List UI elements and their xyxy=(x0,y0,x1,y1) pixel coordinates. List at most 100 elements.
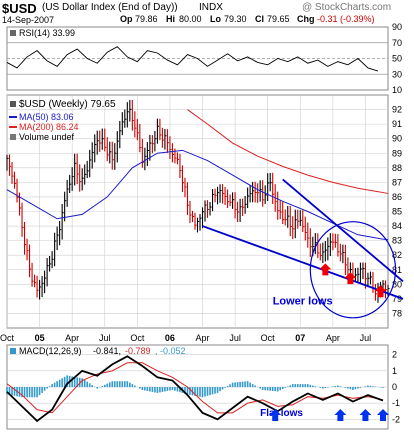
macd-histogram-bar-69 xyxy=(179,387,181,393)
macd-histogram-bar-136 xyxy=(347,387,349,389)
macd-histogram-bar-57 xyxy=(149,387,151,392)
price-tick-label-78: 78 xyxy=(392,308,402,318)
red-arrow-2 xyxy=(344,272,357,285)
macd-histogram-bar-83 xyxy=(214,387,216,394)
macd-histogram-bar-17 xyxy=(48,386,51,388)
macd-histogram-bar-140 xyxy=(357,387,359,389)
exchange: INDX xyxy=(199,2,223,13)
macd-histogram-bar-61 xyxy=(159,387,161,393)
macd-histogram-bar-34 xyxy=(91,385,94,388)
macd-histogram-bar-16 xyxy=(46,387,48,389)
macd-histogram-bar-125 xyxy=(319,387,322,388)
red-arrow-1 xyxy=(319,263,332,276)
macd-histogram-bar-107 xyxy=(274,387,277,392)
macd-histogram-bar-46 xyxy=(121,381,124,388)
macd-histogram-bar-97 xyxy=(249,382,251,388)
macd-histogram-bar-55 xyxy=(144,387,146,391)
macd-histogram-bar-62 xyxy=(161,387,164,392)
macd-histogram-bar-114 xyxy=(291,384,294,388)
macd-histogram-bar-117 xyxy=(299,384,302,388)
macd-histogram-bar-127 xyxy=(324,387,327,389)
macd-histogram-bar-53 xyxy=(139,387,141,389)
ma200-line xyxy=(187,109,389,194)
macd-histogram-bar-96 xyxy=(246,381,249,388)
macd-histogram-bar-45 xyxy=(118,381,121,388)
watermark: @ StockCharts.com xyxy=(302,2,392,13)
macd-signal-value: -0.789 xyxy=(125,346,151,356)
close-label: Cl xyxy=(255,14,264,24)
macd-histogram-bar-84 xyxy=(216,387,219,393)
price-tick-label-89: 89 xyxy=(392,148,402,158)
low-value: 79.30 xyxy=(224,14,247,24)
macd-histogram-value: , -0.052 xyxy=(155,346,186,356)
macd-histogram-bar-0 xyxy=(6,387,8,395)
symbol: $USD xyxy=(2,1,37,16)
macd-histogram-bar-22 xyxy=(61,378,63,388)
macd-histogram-bar-68 xyxy=(176,387,179,392)
macd-histogram-bar-113 xyxy=(289,385,292,388)
macd-histogram-bar-115 xyxy=(294,384,297,388)
macd-histogram-bar-41 xyxy=(108,382,111,388)
macd-histogram-bar-86 xyxy=(221,387,224,390)
macd-histogram-bar-109 xyxy=(279,387,282,391)
macd-histogram-bar-88 xyxy=(226,386,229,388)
macd-histogram-bar-104 xyxy=(266,387,269,391)
x-tick-label-4: Oct xyxy=(130,333,145,343)
macd-histogram-bar-105 xyxy=(269,387,271,391)
macd-histogram-bar-28 xyxy=(76,377,78,388)
price-tick-label-85: 85 xyxy=(392,207,402,217)
macd-histogram-bar-31 xyxy=(83,379,86,388)
rsi-tick-label-30: 30 xyxy=(392,69,402,79)
macd-histogram-bar-143 xyxy=(364,386,367,388)
macd-histogram-bar-56 xyxy=(146,387,149,391)
date: 14-Sep-2007 xyxy=(2,15,55,25)
macd-histogram-bar-36 xyxy=(96,387,99,389)
macd-histogram-bar-106 xyxy=(271,387,274,391)
blue-arrow-3 xyxy=(359,409,372,421)
macd-histogram-bar-110 xyxy=(281,387,284,390)
macd-histogram-bar-47 xyxy=(124,381,126,388)
legend-volume: Volume undef xyxy=(19,132,75,142)
x-tick-label-9: 07 xyxy=(295,333,305,343)
blue-arrow-1 xyxy=(269,409,282,421)
macd-tick-label--2: -2 xyxy=(392,414,400,424)
macd-histogram-bar-121 xyxy=(309,384,312,388)
x-tick-label-2: Apr xyxy=(65,333,79,343)
lower-lows-annotation: Lower lows xyxy=(273,296,333,308)
macd-tick-label-1: 1 xyxy=(392,366,397,376)
macd-histogram-bar-81 xyxy=(209,387,211,396)
macd-histogram-bar-150 xyxy=(382,387,384,388)
macd-histogram-bar-43 xyxy=(113,381,116,388)
high-value: 80.00 xyxy=(179,14,202,24)
macd-histogram-bar-48 xyxy=(126,381,129,388)
x-tick-label-8: Oct xyxy=(261,333,276,343)
macd-histogram-bar-6 xyxy=(21,387,23,398)
rsi-tick-label-70: 70 xyxy=(392,38,402,48)
macd-histogram-bar-119 xyxy=(304,384,307,388)
low-label: Lo xyxy=(210,14,221,24)
macd-histogram-bar-76 xyxy=(196,387,199,397)
close-value: 79.65 xyxy=(267,14,290,24)
macd-histogram-bar-80 xyxy=(206,387,209,396)
macd-histogram-bar-21 xyxy=(58,379,61,388)
ma50-line xyxy=(6,149,389,241)
macd-histogram-bar-131 xyxy=(334,386,337,388)
macd-histogram-bar-103 xyxy=(264,387,266,391)
price-tick-label-82: 82 xyxy=(392,250,402,260)
macd-histogram-bar-33 xyxy=(88,383,91,388)
legend-swatch-volume xyxy=(10,134,16,140)
macd-histogram-bar-98 xyxy=(251,384,254,388)
x-tick-label-7: Jul xyxy=(229,333,241,343)
macd-histogram-bar-144 xyxy=(367,385,369,388)
macd-histogram-bar-23 xyxy=(63,376,66,388)
legend-ma50: MA(50) 83.06 xyxy=(19,112,74,122)
macd-histogram-bar-24 xyxy=(66,375,68,388)
price-tick-label-86: 86 xyxy=(392,192,402,202)
macd-histogram-bar-139 xyxy=(354,387,357,390)
macd-tick-label-2: 2 xyxy=(392,350,397,360)
macd-histogram-bar-49 xyxy=(129,382,131,388)
x-tick-label-11: Jul xyxy=(360,333,372,343)
rsi-title: RSI(14) 33.99 xyxy=(19,28,75,38)
x-tick-label-0: Oct xyxy=(0,333,14,343)
macd-histogram-bar-137 xyxy=(349,387,352,390)
